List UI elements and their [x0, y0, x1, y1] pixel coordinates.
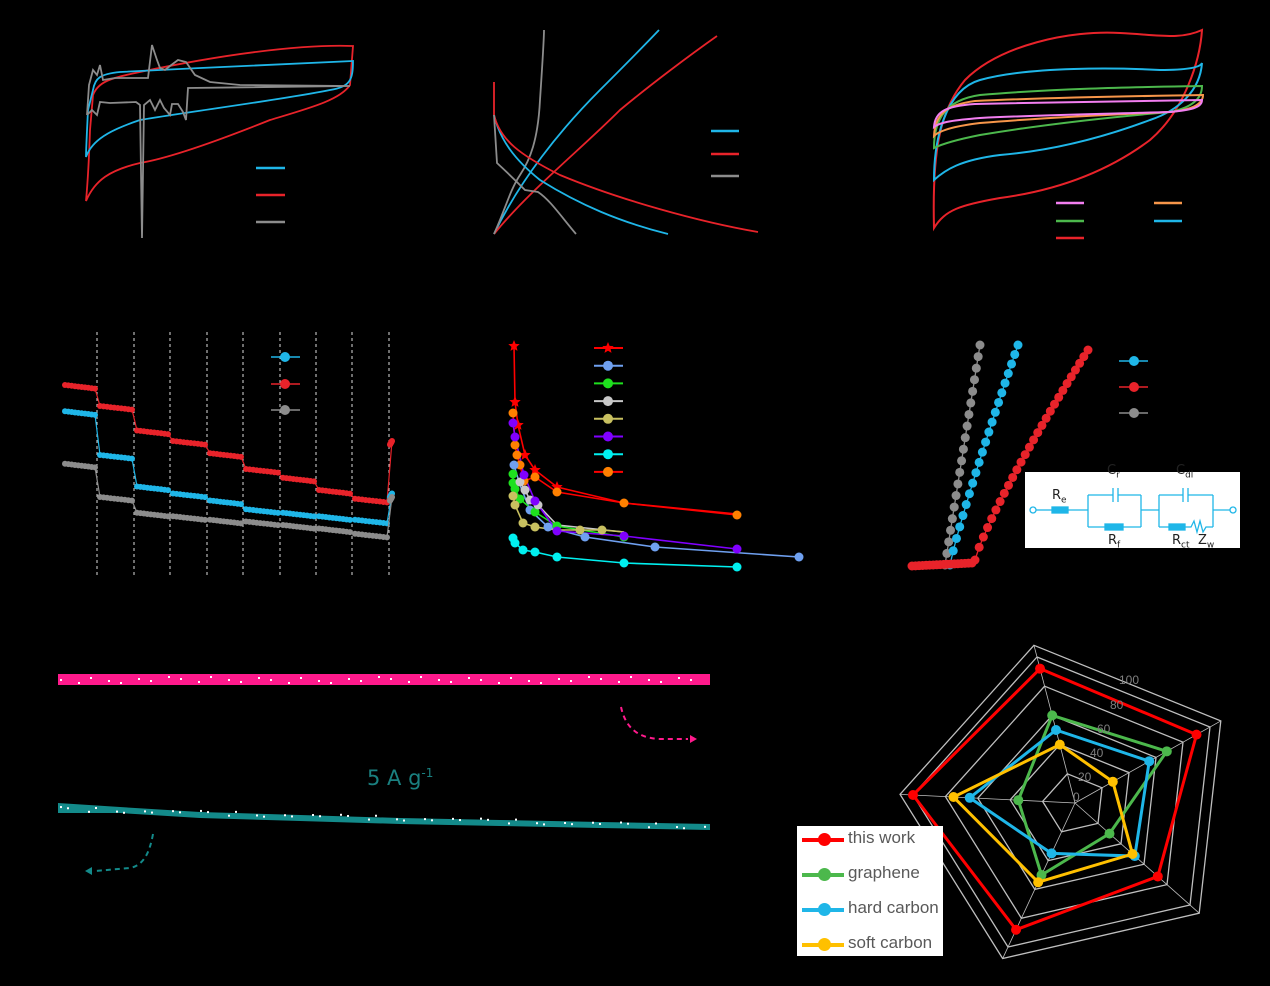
tm-red-decay — [493, 82, 759, 233]
tl-red-curve — [85, 44, 354, 202]
panel-bottom-left-chart — [58, 674, 710, 875]
equivalent-circuit-inset: Re Cr Rf Cdl Rct Zw — [1025, 463, 1240, 551]
bl-pink-arrow — [620, 706, 688, 740]
tm-blue-rising — [493, 29, 660, 235]
bl-teal-noise — [60, 806, 706, 830]
radar-tick-40: 40 — [1090, 746, 1104, 760]
radar-tick-80: 80 — [1110, 698, 1124, 712]
bl-teal-trace — [58, 803, 710, 830]
legend-item-this-work: this work — [797, 826, 943, 854]
panel-bottom-right-radar — [899, 644, 1222, 960]
panel-middle-left-chart — [62, 332, 395, 575]
bl-teal-arrow — [94, 833, 154, 872]
circuit-label-rct: Rct — [1172, 533, 1190, 551]
ml-series-group — [62, 382, 395, 541]
tr-magenta-loop — [932, 98, 1204, 130]
mc-legend — [594, 342, 623, 477]
radar-tick-20: 20 — [1078, 770, 1092, 784]
legend-item-soft-carbon: soft carbon — [797, 931, 943, 959]
tr-blue-loop — [932, 62, 1203, 183]
tm-red-rising — [493, 35, 718, 235]
panel-middle-center-chart — [508, 340, 804, 572]
tr-orange-loop — [932, 93, 1205, 139]
bl-teal-arrowhead — [85, 867, 92, 875]
radar-tick-0: 0 — [1073, 790, 1080, 804]
bl-pink-noise — [60, 676, 692, 684]
circuit-label-rf: Rf — [1108, 533, 1121, 551]
mc-red-star-series — [513, 345, 738, 515]
mr-series-group — [907, 340, 1093, 571]
tr-red-loop — [932, 28, 1204, 232]
mc-markers — [508, 340, 804, 572]
radar-legend: this work graphene hard carbon soft carb… — [797, 826, 943, 956]
radar-series — [908, 663, 1202, 935]
panel-top-left-chart — [85, 44, 354, 239]
mr-legend — [1119, 356, 1148, 418]
radar-tick-60: 60 — [1097, 722, 1111, 736]
tm-blue-decay — [493, 114, 669, 235]
cycling-rate-label: 5 A g-1 — [367, 766, 434, 790]
legend-item-graphene: graphene — [797, 861, 943, 889]
ml-legend — [271, 352, 300, 415]
tm-gray-rising — [493, 29, 545, 235]
tl-gray-curve — [86, 44, 351, 239]
circuit-label-cr: Cr — [1107, 463, 1120, 481]
tm-gray-decay — [493, 114, 577, 235]
circuit-label-zw: Zw — [1198, 533, 1215, 551]
bl-pink-trace — [58, 674, 710, 685]
tr-green-loop — [932, 84, 1204, 150]
ml-dividers — [96, 332, 390, 575]
panel-middle-right-chart — [907, 340, 1148, 571]
panel-top-middle-chart — [493, 29, 759, 235]
panel-top-right-chart — [932, 28, 1205, 240]
circuit-label-cdl: Cdl — [1176, 463, 1194, 481]
bl-pink-arrowhead — [690, 735, 697, 743]
tl-blue-curve — [85, 60, 354, 158]
legend-item-hard-carbon: hard carbon — [797, 896, 943, 924]
circuit-label-re: Re — [1052, 488, 1067, 506]
radar-tick-100: 100 — [1119, 673, 1140, 687]
circuit-diagram — [1029, 488, 1237, 535]
